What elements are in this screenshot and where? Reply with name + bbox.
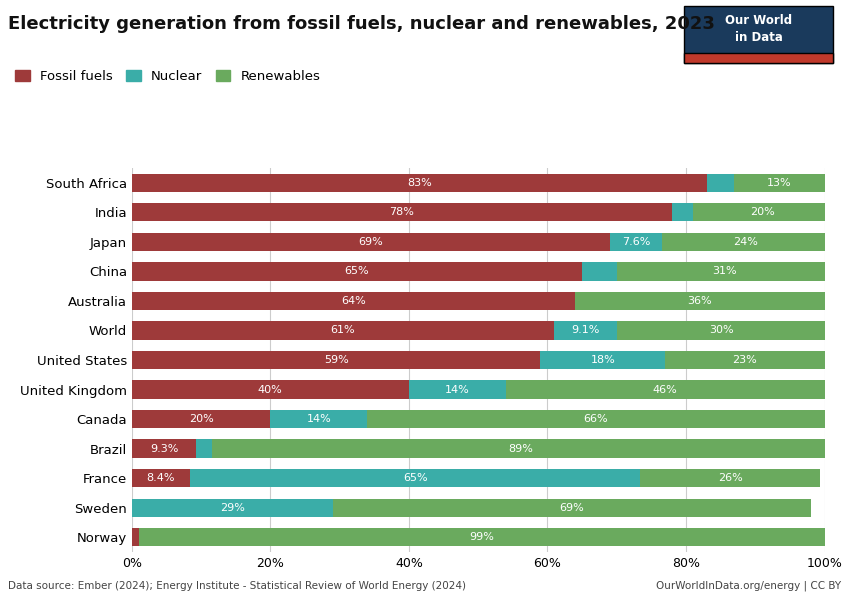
Bar xyxy=(332,499,811,517)
FancyBboxPatch shape xyxy=(684,6,833,63)
Bar xyxy=(212,439,829,458)
Bar xyxy=(409,380,506,398)
Text: 26%: 26% xyxy=(718,473,743,483)
Bar xyxy=(270,410,367,428)
Text: 9.3%: 9.3% xyxy=(150,443,178,454)
Text: 83%: 83% xyxy=(407,178,432,188)
Text: 69%: 69% xyxy=(359,237,383,247)
Bar xyxy=(640,469,820,487)
Text: 14%: 14% xyxy=(445,385,470,395)
Text: 8.4%: 8.4% xyxy=(146,473,175,483)
Bar xyxy=(666,351,824,369)
Bar xyxy=(541,351,666,369)
Text: 66%: 66% xyxy=(584,414,609,424)
Text: 20%: 20% xyxy=(750,208,774,217)
Text: Data source: Ember (2024); Energy Institute - Statistical Review of World Energy: Data source: Ember (2024); Energy Instit… xyxy=(8,581,467,591)
Bar xyxy=(132,203,672,221)
Text: 18%: 18% xyxy=(591,355,615,365)
Text: 46%: 46% xyxy=(653,385,677,395)
Bar xyxy=(196,439,212,458)
Bar xyxy=(132,499,332,517)
Text: 31%: 31% xyxy=(711,266,736,277)
Bar xyxy=(616,262,831,281)
Text: 64%: 64% xyxy=(341,296,366,306)
Text: 78%: 78% xyxy=(389,208,414,217)
Bar xyxy=(575,292,824,310)
Bar xyxy=(132,380,409,398)
Text: 40%: 40% xyxy=(258,385,283,395)
Bar xyxy=(132,469,190,487)
Text: Electricity generation from fossil fuels, nuclear and renewables, 2023: Electricity generation from fossil fuels… xyxy=(8,15,716,33)
Bar xyxy=(132,262,582,281)
Text: 14%: 14% xyxy=(306,414,332,424)
Text: 30%: 30% xyxy=(709,325,734,335)
Text: Our World
in Data: Our World in Data xyxy=(725,14,792,44)
Bar xyxy=(132,410,270,428)
Text: 65%: 65% xyxy=(344,266,369,277)
Bar xyxy=(132,351,541,369)
Bar xyxy=(617,322,825,340)
Bar xyxy=(506,380,824,398)
Text: 59%: 59% xyxy=(324,355,348,365)
Legend: Fossil fuels, Nuclear, Renewables: Fossil fuels, Nuclear, Renewables xyxy=(15,70,320,83)
Bar xyxy=(139,528,824,547)
FancyBboxPatch shape xyxy=(684,53,833,63)
Text: 13%: 13% xyxy=(768,178,792,188)
Text: 89%: 89% xyxy=(508,443,533,454)
Bar xyxy=(582,262,617,281)
Bar xyxy=(734,173,824,192)
Text: 7.6%: 7.6% xyxy=(622,237,650,247)
Bar xyxy=(132,292,575,310)
Text: 24%: 24% xyxy=(733,237,758,247)
Bar xyxy=(132,173,706,192)
Text: OurWorldInData.org/energy | CC BY: OurWorldInData.org/energy | CC BY xyxy=(656,581,842,591)
Text: 29%: 29% xyxy=(220,503,245,512)
Text: 20%: 20% xyxy=(189,414,213,424)
Bar xyxy=(693,203,831,221)
Bar xyxy=(190,469,640,487)
Text: 23%: 23% xyxy=(733,355,757,365)
Bar xyxy=(554,322,617,340)
Text: 36%: 36% xyxy=(688,296,712,306)
Bar xyxy=(672,203,693,221)
Text: 61%: 61% xyxy=(331,325,355,335)
Bar xyxy=(706,173,734,192)
Bar xyxy=(132,528,139,547)
Bar xyxy=(132,439,196,458)
Bar xyxy=(132,233,609,251)
Text: 65%: 65% xyxy=(403,473,428,483)
Text: 9.1%: 9.1% xyxy=(572,325,600,335)
Text: 99%: 99% xyxy=(469,532,494,542)
Bar xyxy=(132,322,554,340)
Bar xyxy=(367,410,824,428)
Text: 69%: 69% xyxy=(559,503,584,512)
Bar xyxy=(609,233,662,251)
Bar xyxy=(662,233,829,251)
